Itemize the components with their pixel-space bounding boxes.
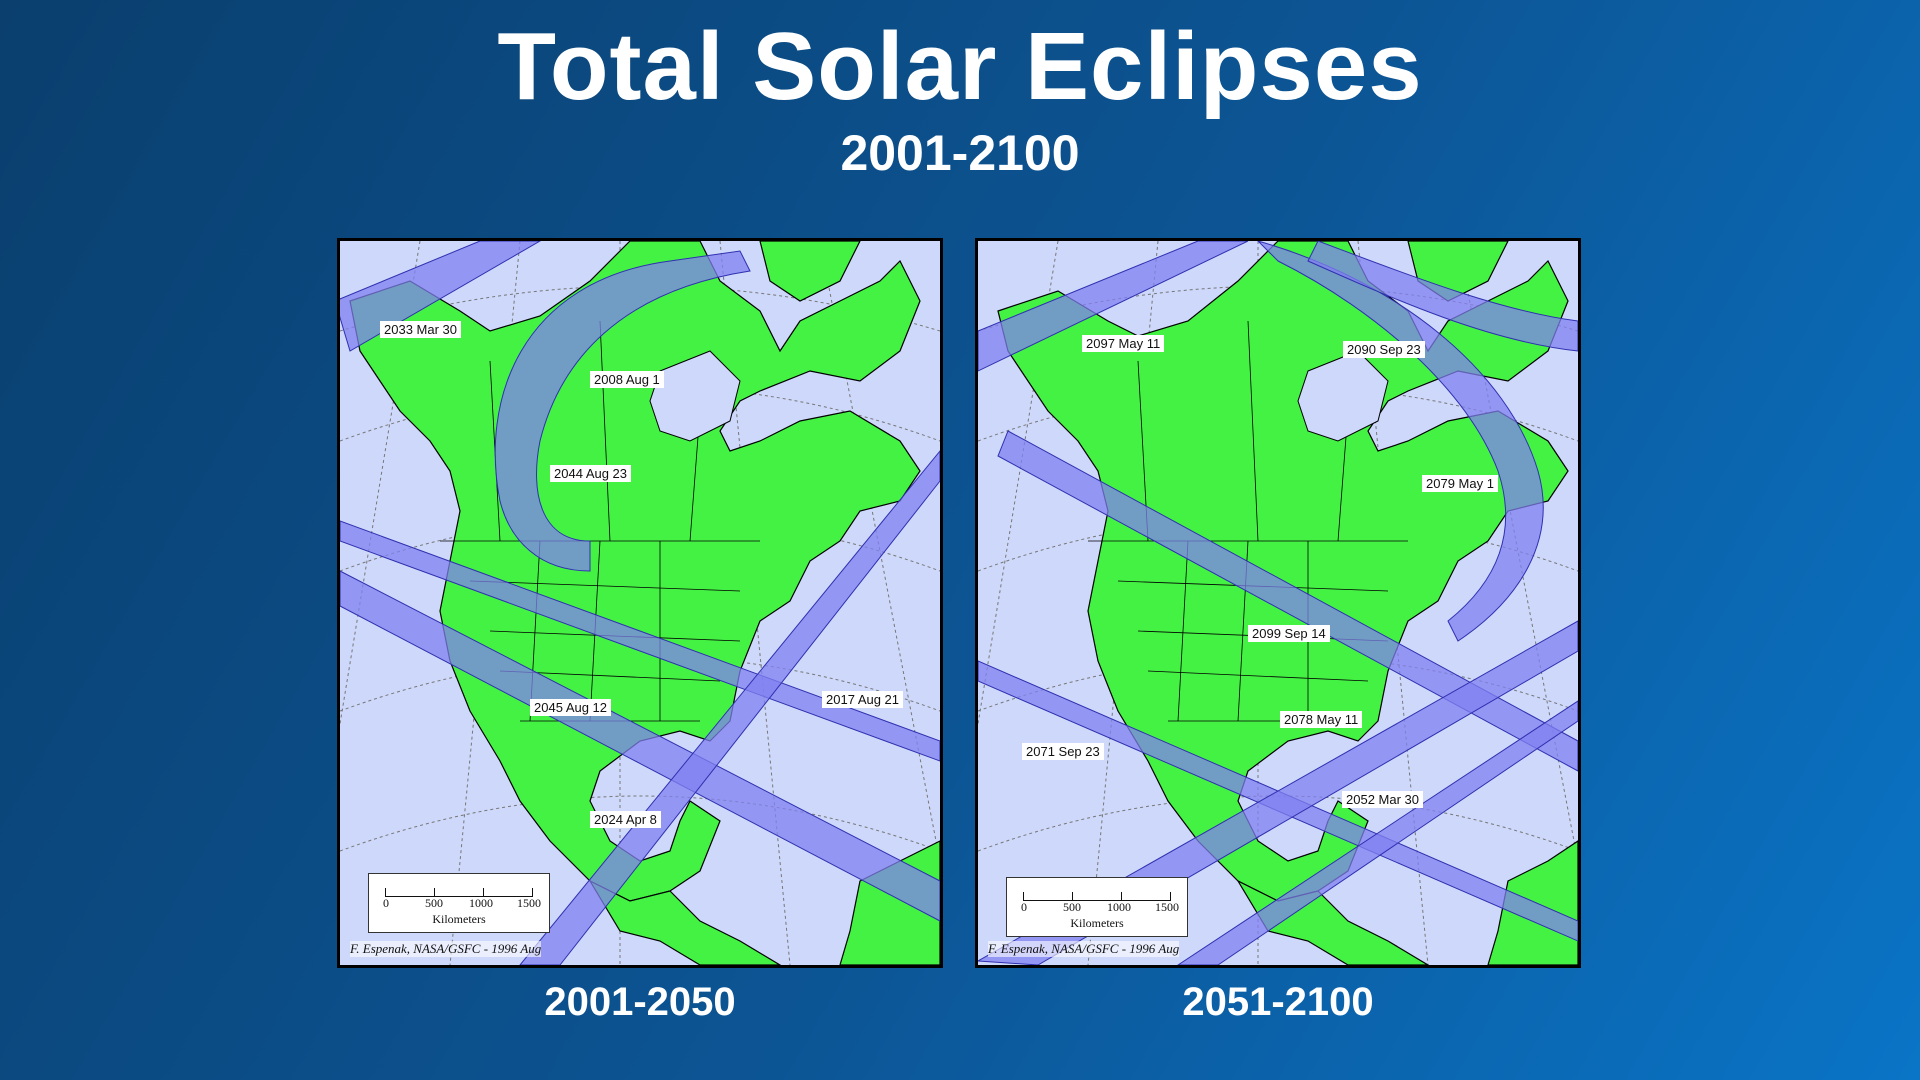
eclipse-map-2051-2100: 2097 May 11 2090 Sep 23 2079 May 1 2099 … (975, 238, 1581, 968)
map-graphic (978, 241, 1578, 965)
page-subtitle: 2001-2100 (840, 125, 1080, 181)
map-caption-2001-2050: 2001-2050 (544, 980, 736, 1024)
map-credit: F. Espenak, NASA/GSFC - 1996 Aug (350, 941, 542, 957)
scale-unit: Kilometers (432, 912, 486, 926)
hudson-bay (649, 350, 741, 442)
eclipse-label: 2044 Aug 23 (550, 465, 632, 482)
eclipse-label: 2024 Apr 8 (590, 811, 661, 828)
eclipse-label: 2078 May 11 (1280, 711, 1363, 728)
eclipse-label: 2052 Mar 30 (1342, 791, 1423, 808)
page-title: Total Solar Eclipses (497, 13, 1423, 120)
scale-tick-label: 500 (425, 896, 443, 910)
scale-tick-label: 500 (1063, 900, 1081, 914)
greenland-landmass (759, 241, 861, 302)
scale-unit: Kilometers (1070, 916, 1124, 930)
eclipse-label: 2033 Mar 30 (380, 321, 461, 338)
eclipse-label: 2090 Sep 23 (1343, 341, 1425, 358)
scale-tick-label: 0 (383, 896, 389, 910)
scale-tick-label: 1500 (1155, 900, 1179, 914)
eclipse-label: 2099 Sep 14 (1248, 625, 1330, 642)
eclipse-label: 2071 Sep 23 (1022, 743, 1104, 760)
eclipse-paths (340, 241, 940, 965)
scale-bar: 0 500 1000 1500 Kilometers (368, 873, 550, 933)
scale-tick-label: 1500 (517, 896, 541, 910)
central-america-landmass (588, 879, 782, 965)
map-graphic (340, 241, 940, 965)
eclipse-label: 2045 Aug 12 (530, 699, 612, 716)
scale-tick-label: 1000 (469, 896, 493, 910)
scale-tick-label: 1000 (1107, 900, 1131, 914)
scale-tick-label: 0 (1021, 900, 1027, 914)
eclipse-label: 2079 May 1 (1422, 475, 1498, 492)
eclipse-label: 2097 May 11 (1082, 335, 1165, 352)
map-credit: F. Espenak, NASA/GSFC - 1996 Aug (988, 941, 1180, 957)
map-caption-2051-2100: 2051-2100 (1182, 980, 1374, 1024)
scale-bar: 0 500 1000 1500 Kilometers (1006, 877, 1188, 937)
eclipse-label: 2017 Aug 21 (822, 691, 904, 708)
eclipse-label: 2008 Aug 1 (590, 371, 664, 388)
eclipse-map-2001-2050: 2033 Mar 30 2008 Aug 1 2044 Aug 23 2045 … (337, 238, 943, 968)
